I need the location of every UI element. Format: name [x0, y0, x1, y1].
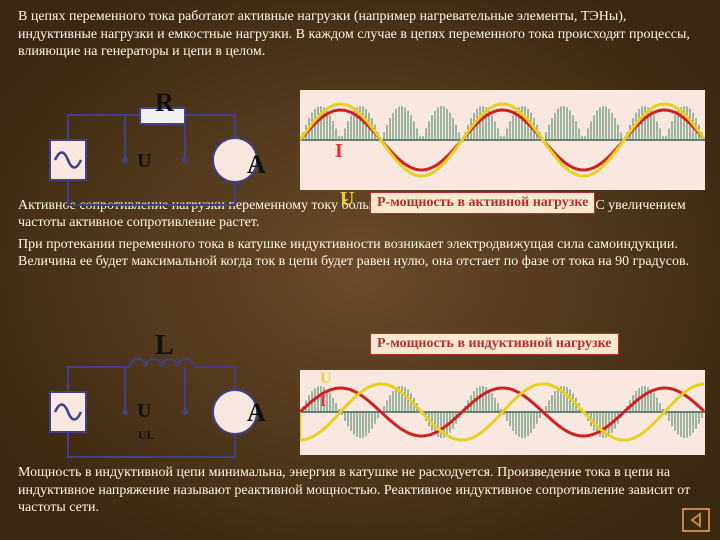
- circuit-resistive: [30, 100, 270, 220]
- paragraph-3: При протекании переменного тока в катушк…: [0, 236, 720, 275]
- paragraph-1: В цепях переменного тока работают активн…: [0, 0, 720, 65]
- wave-active: [300, 90, 705, 190]
- caption-active: P-мощность в активной нагрузке: [370, 192, 595, 214]
- caption-inductive: P-мощность в индуктивной нагрузке: [370, 333, 619, 355]
- circuit-inductive: [30, 352, 270, 472]
- nav-back-button[interactable]: [682, 508, 710, 532]
- wave-inductive: [300, 370, 705, 455]
- triangle-left-icon: [688, 512, 704, 528]
- paragraph-4: Мощность в индуктивной цепи минимальна, …: [0, 460, 720, 521]
